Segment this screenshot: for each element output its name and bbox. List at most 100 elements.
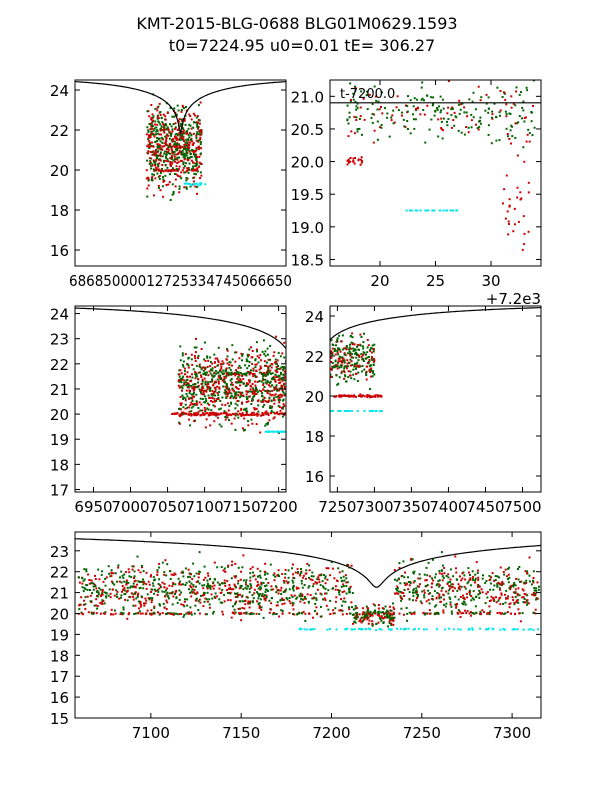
data-point <box>458 610 461 613</box>
data-point <box>407 95 409 98</box>
data-point <box>164 159 167 162</box>
data-point <box>461 572 464 575</box>
data-point <box>446 124 449 127</box>
data-point <box>423 99 425 102</box>
data-point <box>266 412 269 415</box>
data-point <box>374 410 377 412</box>
data-point <box>534 608 537 611</box>
data-point <box>348 350 351 353</box>
data-point <box>104 584 107 587</box>
data-point <box>440 589 443 592</box>
data-point <box>128 575 131 578</box>
data-point <box>263 570 266 573</box>
data-point <box>245 583 247 586</box>
data-point <box>250 613 253 615</box>
data-point <box>182 413 185 416</box>
data-point <box>171 150 174 153</box>
data-point <box>452 628 455 631</box>
data-point <box>110 613 113 616</box>
data-point <box>196 168 199 170</box>
data-point <box>216 595 219 598</box>
data-point <box>478 120 481 123</box>
data-point <box>219 407 222 410</box>
data-point <box>251 392 254 395</box>
data-point <box>262 616 265 619</box>
data-point <box>198 119 201 122</box>
data-point <box>188 392 191 394</box>
data-point <box>353 115 356 118</box>
data-point <box>411 558 414 561</box>
data-point <box>245 396 248 399</box>
data-point <box>349 585 352 588</box>
data-point <box>158 177 161 180</box>
data-point <box>369 349 372 351</box>
data-point <box>131 568 134 571</box>
data-point <box>212 392 215 395</box>
data-point <box>124 589 127 592</box>
data-point <box>181 120 184 122</box>
data-point <box>259 585 262 588</box>
data-point <box>256 575 259 578</box>
data-point <box>185 612 188 615</box>
data-point <box>510 106 513 109</box>
data-point <box>514 136 517 139</box>
data-point <box>112 572 115 575</box>
data-point <box>93 583 96 586</box>
model-curve <box>75 307 286 349</box>
data-point <box>192 368 195 371</box>
data-point <box>248 395 251 398</box>
data-point <box>387 625 389 628</box>
data-point <box>338 591 340 594</box>
data-point <box>352 368 355 371</box>
data-point <box>204 576 207 579</box>
data-point <box>212 404 215 407</box>
data-point <box>468 628 471 630</box>
data-point <box>496 86 499 89</box>
data-point <box>185 154 188 157</box>
data-point <box>198 598 201 601</box>
data-point <box>507 233 510 236</box>
data-point <box>195 585 197 588</box>
data-point <box>174 583 177 586</box>
data-point <box>219 400 222 402</box>
data-point <box>495 601 498 604</box>
data-point <box>517 601 520 604</box>
data-point <box>196 185 199 188</box>
data-point <box>330 410 332 412</box>
data-point <box>277 375 280 378</box>
y-tick-label: 16 <box>50 242 69 260</box>
data-point <box>257 404 260 407</box>
data-point <box>478 585 481 588</box>
data-point <box>237 388 240 390</box>
data-point <box>353 364 356 367</box>
data-point <box>359 106 362 109</box>
data-point <box>250 390 253 393</box>
data-point <box>146 110 149 113</box>
data-point <box>179 147 181 150</box>
data-point <box>225 373 228 376</box>
data-point <box>353 162 356 165</box>
data-point <box>265 594 268 597</box>
data-point <box>479 122 482 125</box>
data-point <box>498 611 501 614</box>
data-point <box>140 564 143 567</box>
data-point <box>227 387 230 390</box>
data-point <box>478 596 481 599</box>
data-point <box>192 383 195 386</box>
data-point <box>230 392 233 395</box>
data-point <box>184 381 187 384</box>
data-point <box>181 153 184 156</box>
data-point <box>522 589 525 592</box>
data-point <box>438 595 441 598</box>
data-point <box>274 358 277 361</box>
data-point <box>468 571 470 574</box>
data-point <box>459 616 462 618</box>
data-point <box>223 372 225 375</box>
data-point <box>338 334 341 337</box>
data-point <box>394 578 396 581</box>
data-point <box>466 582 469 585</box>
data-point <box>360 161 363 164</box>
x-tick-label: 7450 <box>466 498 504 516</box>
x-tick-label: 7100 <box>185 498 223 516</box>
y-tick-label: 24 <box>50 82 69 100</box>
